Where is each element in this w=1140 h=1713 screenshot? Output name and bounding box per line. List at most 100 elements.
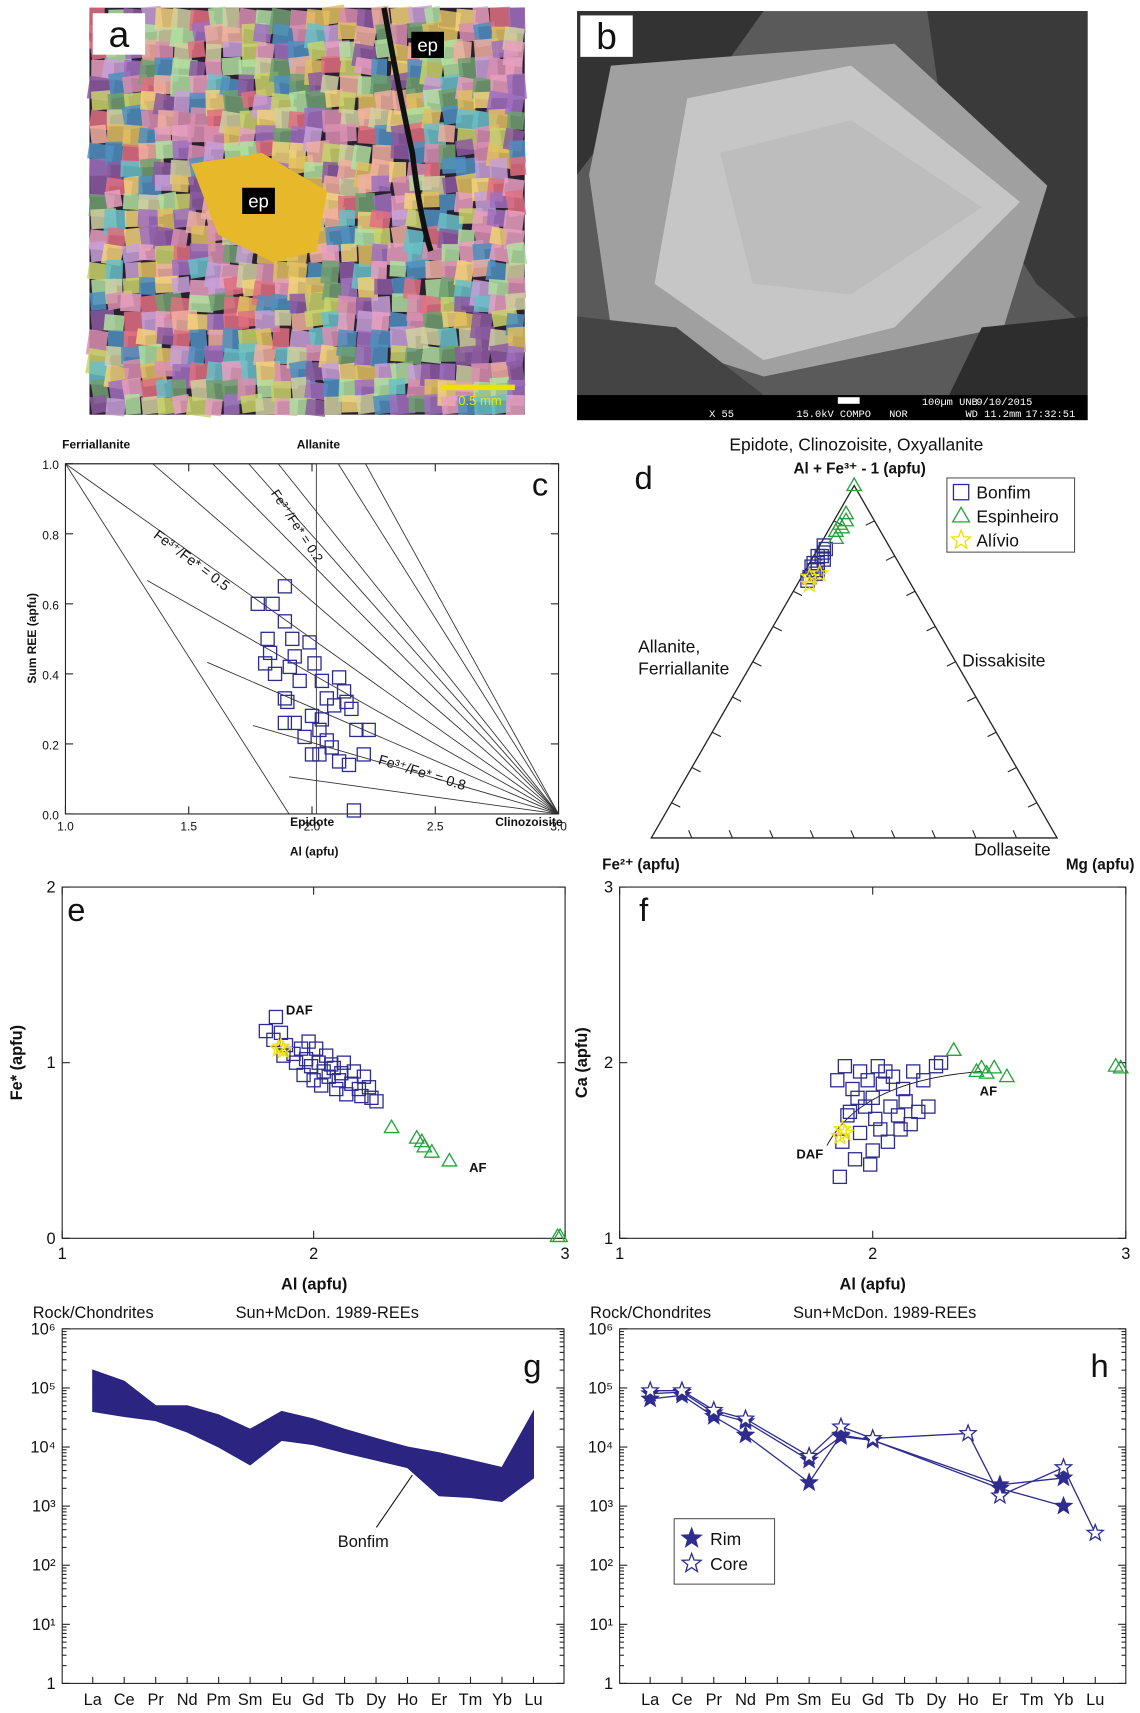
point: [361, 722, 376, 738]
mineral-grain: [338, 209, 356, 226]
panel-letter: g: [523, 1347, 541, 1384]
mineral-grain: [357, 276, 379, 302]
point: [304, 747, 320, 762]
point: [799, 573, 820, 593]
mineral-grain: [439, 193, 456, 211]
mineral-grain: [120, 160, 143, 178]
mineral-grain: [373, 89, 398, 112]
plot-frame: [619, 886, 1127, 1239]
point: [833, 519, 851, 534]
mineral-grain: [103, 313, 125, 333]
mineral-grain: [187, 40, 206, 59]
sem-info: X 55: [709, 409, 734, 421]
point: [862, 1157, 878, 1172]
reference-line: [65, 463, 559, 815]
mineral-grain: [187, 313, 214, 331]
mineral-grain: [421, 175, 446, 197]
point: [903, 1116, 918, 1132]
mineral-grain: [270, 380, 292, 402]
mineral-grain: [453, 191, 475, 214]
point: [336, 684, 352, 699]
x-tick-label: Yb: [1053, 1691, 1073, 1709]
point: [346, 803, 362, 818]
mineral-grain: [453, 40, 472, 64]
mineral-grain: [172, 140, 193, 160]
mineral-grain: [137, 127, 158, 146]
crystal-zone: [720, 120, 982, 295]
point: [837, 1058, 853, 1074]
point: [916, 1073, 931, 1088]
point: [809, 563, 830, 583]
mineral-grain: [320, 260, 340, 285]
point: [321, 1069, 336, 1084]
mineral-grain: [489, 226, 509, 246]
chart-title: Epidote, Clinozoisite, Oxyallanite: [729, 435, 983, 455]
point: [968, 1062, 985, 1078]
point: [921, 1099, 936, 1114]
point: [875, 1076, 891, 1091]
point: [267, 666, 283, 682]
mineral-grain: [374, 278, 393, 295]
annotation: Fe³⁺/Fe* = 0.8: [376, 752, 467, 794]
mineral-grain: [355, 192, 376, 217]
x-tick-label: Pr: [148, 1691, 165, 1709]
reference-line: [365, 463, 559, 815]
annotation: Epidote: [290, 815, 334, 829]
point: [680, 1526, 703, 1548]
mineral-grain: [304, 107, 326, 131]
x-tick-label: 2.0: [304, 819, 321, 833]
point: [364, 1090, 379, 1106]
mineral-grain: [457, 395, 477, 415]
reference-line: [289, 776, 559, 815]
point: [273, 1039, 294, 1059]
point: [271, 1036, 291, 1056]
point: [799, 1472, 819, 1492]
mineral-grain: [254, 309, 280, 333]
x-tick-label: Lu: [1086, 1691, 1104, 1709]
scale-label: 0.5 mm: [458, 393, 502, 408]
point: [998, 1067, 1016, 1083]
x-tick-label: 3.0: [550, 819, 567, 833]
x-tick-label: Gd: [302, 1691, 324, 1709]
point: [307, 656, 322, 671]
point: [895, 1081, 911, 1097]
point: [640, 1380, 661, 1400]
point: [1053, 1467, 1074, 1487]
y-tick-label: 0.4: [42, 668, 59, 682]
point: [312, 747, 327, 762]
mineral-grain: [420, 326, 442, 346]
mineral-grain: [438, 327, 459, 351]
x-tick-label: Eu: [831, 1691, 851, 1709]
dark-phase: [949, 316, 1088, 396]
point: [845, 476, 863, 492]
point: [282, 659, 298, 675]
mineral-grain: [222, 40, 244, 58]
y-axis-label: Ca (apfu): [573, 1027, 591, 1098]
mineral-grain: [187, 347, 206, 366]
mineral-grain: [105, 397, 126, 417]
point: [827, 522, 845, 537]
reference-line: [207, 661, 559, 815]
mineral-grain: [156, 326, 178, 346]
mineral-grain: [305, 398, 327, 417]
mineral-grain: [86, 261, 112, 282]
mineral-grain: [137, 209, 160, 228]
mineral-grain: [255, 262, 278, 286]
x-tick-label: Ho: [958, 1691, 979, 1709]
point: [408, 1129, 426, 1144]
crack: [381, 7, 434, 252]
sem-info: NOR: [889, 409, 908, 421]
point: [262, 645, 278, 661]
x-tick-label: 3: [561, 1245, 570, 1263]
x-tick-label: Nd: [735, 1691, 756, 1709]
panel-letter: c: [532, 465, 548, 502]
point: [845, 1081, 860, 1097]
y-tick-label: 2: [47, 878, 56, 896]
x-tick-label: 1.5: [180, 819, 197, 833]
legend-label: Alívio: [976, 531, 1019, 551]
point: [346, 1064, 362, 1079]
x-tick-label: Ce: [114, 1691, 135, 1709]
plot-frame: [619, 1328, 1127, 1684]
y-tick-label: 10¹: [589, 1616, 613, 1634]
